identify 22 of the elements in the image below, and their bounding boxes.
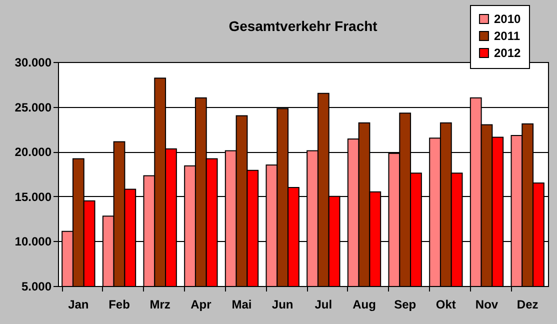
legend-label: 2012 [494,46,522,60]
x-tick-label: Mai [232,298,252,312]
x-tick-label: Jul [314,298,332,312]
y-tick-label: 10.000 [14,234,52,249]
legend-label: 2011 [494,29,520,43]
x-tick-label: Apr [190,298,212,312]
x-tick-label: Mrz [150,298,170,312]
legend-label: 2010 [494,12,522,26]
y-tick-label: 30.000 [14,56,52,70]
y-tick-label: 25.000 [14,100,52,114]
chart-title: Gesamtverkehr Fracht [228,18,378,34]
x-tick-label: Sep [394,298,416,312]
x-tick-label: Jun [272,298,294,312]
x-tick-label: Okt [436,298,456,312]
y-tick-label: 20.000 [14,145,52,160]
x-tick-label: Nov [475,298,498,312]
x-tick-label: Feb [108,298,130,312]
x-tick-label: Jan [68,298,89,312]
x-tick-label: Dez [516,298,538,312]
x-tick-label: Aug [352,298,376,312]
y-tick-label: 5.000 [21,280,52,294]
y-tick-label: 15.000 [14,190,52,204]
